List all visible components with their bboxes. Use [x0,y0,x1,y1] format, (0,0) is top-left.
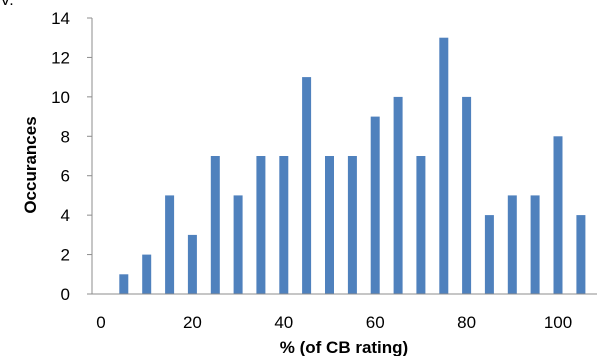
bar [530,195,540,294]
bar [553,136,563,294]
y-axis-title: Occurances [21,116,40,213]
bar [142,254,152,294]
bar [325,156,334,294]
x-tick-label: 20 [183,313,202,332]
y-axis-ticks: 0 2 4 6 8 10 12 14 [51,9,92,304]
bar [210,156,220,294]
y-tick-label: 4 [61,206,70,225]
bar [233,195,243,294]
bar [393,96,403,295]
bar [576,215,586,294]
bar [462,96,472,295]
y-tick-label: 2 [61,246,70,265]
y-tick-label: 6 [61,167,70,186]
y-tick-label: 8 [61,127,70,146]
bar [347,156,357,294]
y-tick-label: 12 [51,48,70,67]
bar [119,274,129,294]
x-tick-label: 100 [544,313,572,332]
bar [507,195,517,294]
bars-group [119,37,586,295]
y-tick-label: 0 [61,285,70,304]
bar [484,215,494,294]
x-tick-label: 60 [366,313,385,332]
x-tick-label: 80 [457,313,476,332]
bar [165,195,175,294]
x-tick-label: 40 [274,313,293,332]
bar [187,234,197,294]
x-tick-label: 0 [96,313,105,332]
bar [370,116,380,294]
y-tick-label: 10 [51,88,70,107]
bar [416,156,426,294]
corner-text: V. [0,0,14,9]
bar [279,156,289,294]
bar [439,37,449,294]
x-axis-ticks: 0 20 40 60 80 100 [96,313,572,332]
y-tick-label: 14 [51,9,70,28]
bar [302,77,312,294]
bar [256,156,266,294]
x-axis-title: % (of CB rating) [280,338,408,356]
